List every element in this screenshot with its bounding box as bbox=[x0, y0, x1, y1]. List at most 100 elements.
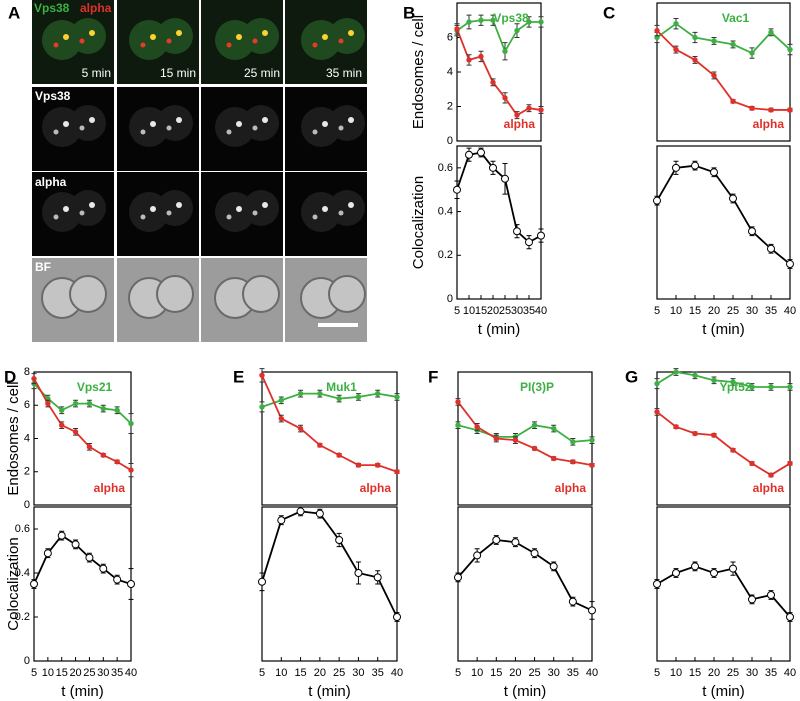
spot bbox=[150, 206, 156, 212]
spot bbox=[348, 30, 354, 36]
data-point bbox=[71, 540, 80, 549]
x-tick-label: 30 bbox=[511, 305, 523, 317]
data-point bbox=[673, 21, 679, 27]
y-tick-label: 0.4 bbox=[15, 567, 30, 579]
time-label: 15 min bbox=[160, 66, 196, 80]
data-point bbox=[691, 562, 699, 571]
x-tick-label: 10 bbox=[670, 667, 682, 679]
panel-letter: C bbox=[603, 3, 615, 22]
plot-frame bbox=[656, 2, 791, 142]
data-point bbox=[730, 379, 736, 385]
spot bbox=[176, 117, 182, 123]
x-axis-label: t (min) bbox=[308, 683, 351, 700]
y-tick-label: 6 bbox=[24, 399, 30, 411]
spot bbox=[236, 206, 242, 212]
data-point bbox=[589, 462, 595, 468]
x-tick-label: 15 bbox=[689, 305, 701, 317]
y-axis-label: Colocalization bbox=[5, 537, 22, 630]
spot bbox=[150, 34, 156, 40]
data-point bbox=[502, 95, 508, 101]
data-point bbox=[453, 185, 461, 194]
y-tick-label: 6 bbox=[447, 31, 453, 43]
data-point bbox=[473, 551, 482, 560]
time-label: 5 min bbox=[82, 66, 111, 80]
cell bbox=[156, 275, 194, 313]
series-label: Muk1 bbox=[326, 380, 357, 394]
data-point bbox=[653, 580, 661, 588]
data-point bbox=[749, 105, 755, 111]
spot bbox=[53, 129, 59, 135]
data-point bbox=[86, 400, 93, 407]
data-point bbox=[114, 407, 120, 413]
data-point bbox=[589, 437, 595, 443]
data-point bbox=[711, 38, 717, 44]
data-point bbox=[749, 384, 755, 390]
plot-frame bbox=[656, 371, 791, 506]
x-tick-label: 40 bbox=[784, 305, 796, 317]
series-line bbox=[457, 401, 593, 466]
data-point bbox=[551, 455, 557, 462]
series-label: alpha bbox=[555, 481, 587, 495]
x-tick-label: 35 bbox=[765, 305, 777, 317]
data-point bbox=[730, 98, 736, 105]
data-point bbox=[549, 562, 558, 571]
spot bbox=[262, 30, 268, 36]
x-tick-label: 15 bbox=[475, 305, 487, 317]
x-tick-label: 30 bbox=[97, 667, 109, 679]
x-tick-label: 5 bbox=[454, 305, 460, 317]
data-point bbox=[692, 372, 698, 379]
x-tick-label: 40 bbox=[125, 667, 137, 679]
data-point bbox=[100, 405, 106, 412]
x-tick-label: 40 bbox=[535, 305, 547, 317]
spot bbox=[166, 38, 172, 44]
spot bbox=[63, 34, 69, 40]
data-point bbox=[127, 580, 135, 588]
spot bbox=[252, 38, 258, 44]
data-point bbox=[787, 107, 793, 113]
x-tick-label: 35 bbox=[523, 305, 535, 317]
data-point bbox=[466, 19, 472, 25]
cell bbox=[328, 275, 366, 313]
cell bbox=[157, 18, 193, 54]
data-point bbox=[296, 507, 305, 516]
data-point bbox=[672, 569, 680, 577]
cell bbox=[243, 190, 279, 226]
data-point bbox=[673, 424, 679, 430]
data-point bbox=[748, 595, 756, 604]
panel-letter: D bbox=[4, 367, 16, 386]
data-point bbox=[259, 404, 265, 410]
y-tick-label: 2 bbox=[447, 100, 453, 112]
data-point bbox=[278, 397, 284, 403]
x-axis-label: t (min) bbox=[61, 683, 104, 700]
spot bbox=[226, 214, 232, 220]
y-tick-label: 0 bbox=[447, 135, 453, 147]
spot bbox=[63, 206, 69, 212]
data-point bbox=[538, 19, 544, 25]
cell bbox=[242, 275, 280, 313]
y-tick-label: 8 bbox=[24, 366, 30, 378]
series-line bbox=[261, 510, 398, 618]
x-tick-label: 5 bbox=[455, 667, 461, 679]
x-tick-label: 25 bbox=[727, 667, 739, 679]
y-tick-label: 4 bbox=[447, 66, 453, 78]
series-label: Ypt52 bbox=[719, 380, 751, 394]
x-tick-label: 5 bbox=[654, 667, 660, 679]
data-point bbox=[455, 422, 461, 428]
data-point bbox=[493, 435, 499, 442]
cell bbox=[70, 105, 106, 141]
x-axis-label: t (min) bbox=[702, 683, 745, 700]
x-tick-label: 5 bbox=[259, 667, 265, 679]
data-point bbox=[551, 425, 557, 432]
data-point bbox=[588, 606, 596, 615]
data-point bbox=[673, 369, 679, 375]
data-point bbox=[394, 394, 400, 400]
x-tick-label: 15 bbox=[490, 667, 502, 679]
time-label: 25 min bbox=[244, 66, 280, 80]
data-point bbox=[691, 161, 699, 170]
data-point bbox=[730, 41, 736, 48]
data-point bbox=[511, 538, 520, 547]
data-point bbox=[113, 575, 122, 584]
x-tick-label: 20 bbox=[708, 667, 720, 679]
row-label: Vps38 bbox=[35, 89, 71, 103]
x-tick-label: 10 bbox=[471, 667, 483, 679]
